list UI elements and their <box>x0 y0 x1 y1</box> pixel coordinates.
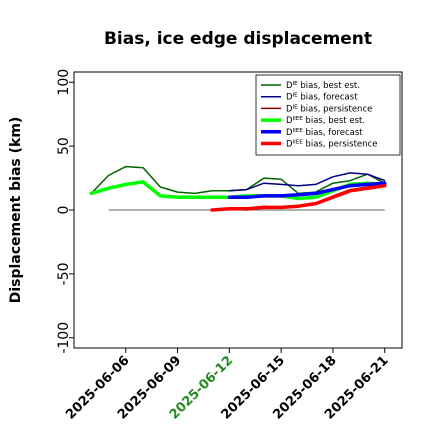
series-line-6 <box>210 183 387 212</box>
legend-label: DIIEE bias, forecast <box>286 128 363 138</box>
y-tick-label: 100 <box>56 69 72 96</box>
y-tick-label: 0 <box>56 206 72 215</box>
series-line-5 <box>227 181 387 199</box>
legend-label: DIE bias, forecast <box>286 93 358 103</box>
chart-title: Bias, ice edge displacement <box>104 29 372 49</box>
y-tick-label: -50 <box>56 262 72 285</box>
legend-label: DIIEE bias, persistence <box>286 140 377 150</box>
legend-label: DIE bias, best est. <box>286 81 360 91</box>
legend-label: DIIEE bias, best est. <box>286 116 365 126</box>
legend-box <box>255 74 401 156</box>
legend: DIE bias, best est. DIE bias, forecastDIE… <box>255 74 401 156</box>
legend-label: DIE bias, persistence <box>286 104 372 114</box>
series-line-2 <box>228 172 386 192</box>
y-tick-label: -100 <box>56 322 72 354</box>
y-tick-label: 50 <box>56 137 72 155</box>
y-axis-label: Displacement bias (km) <box>8 117 24 304</box>
